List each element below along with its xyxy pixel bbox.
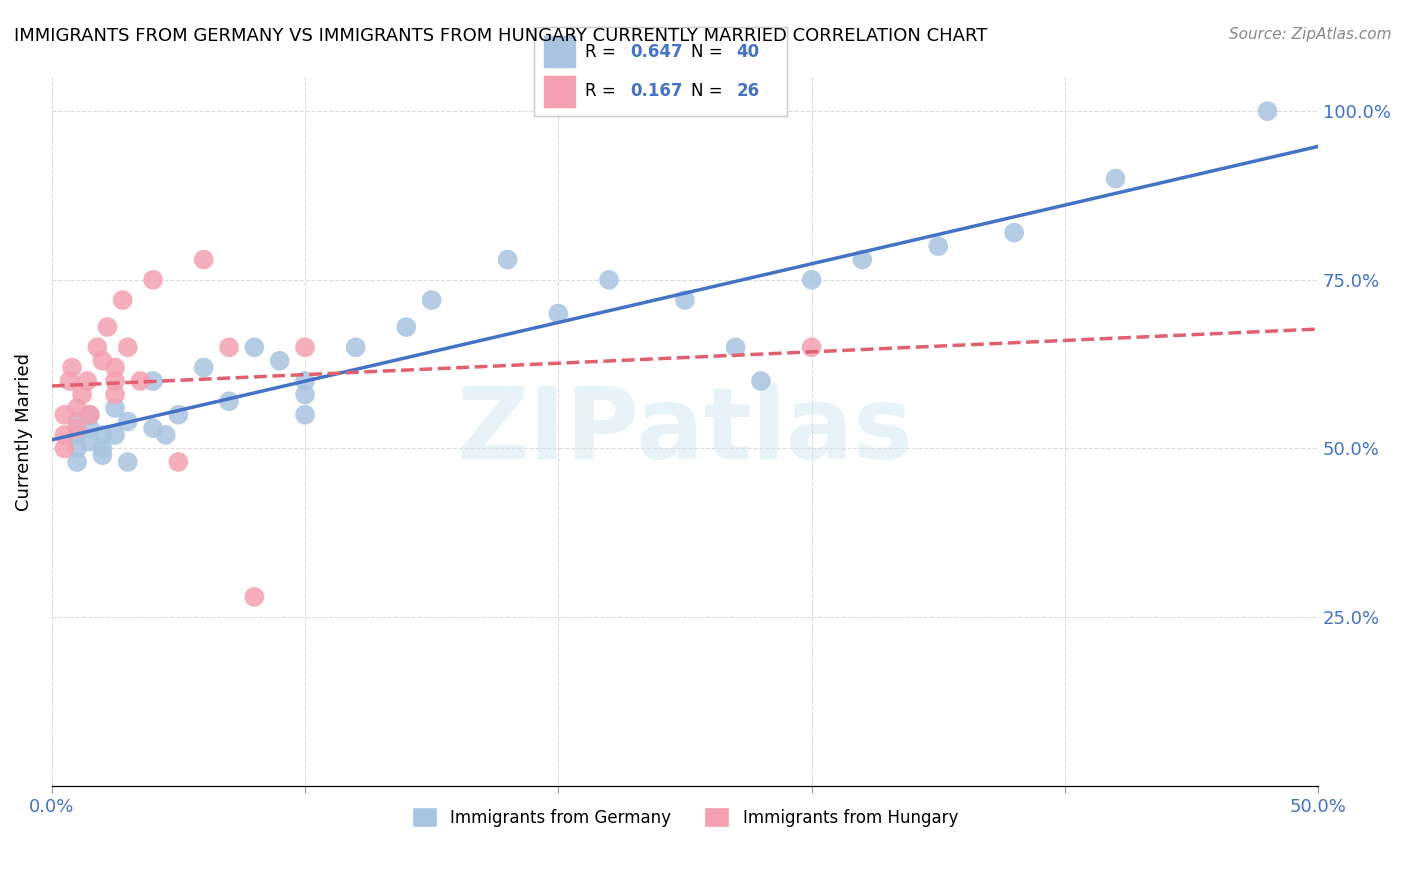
Point — [91, 448, 114, 462]
Point — [117, 415, 139, 429]
Point — [66, 415, 89, 429]
Point — [218, 394, 240, 409]
Text: R =: R = — [585, 82, 616, 100]
Point — [60, 360, 83, 375]
Point — [344, 340, 367, 354]
Text: N =: N = — [692, 43, 723, 61]
Point — [1104, 171, 1126, 186]
Point — [1002, 226, 1025, 240]
Point — [117, 340, 139, 354]
Point — [927, 239, 949, 253]
Legend: Immigrants from Germany, Immigrants from Hungary: Immigrants from Germany, Immigrants from… — [405, 800, 965, 834]
Bar — [544, 76, 575, 107]
Point — [218, 340, 240, 354]
Point — [58, 374, 80, 388]
Point — [167, 408, 190, 422]
Point — [104, 387, 127, 401]
Point — [76, 374, 98, 388]
Point — [53, 428, 76, 442]
Point — [66, 401, 89, 415]
Point — [104, 360, 127, 375]
Text: 26: 26 — [737, 82, 759, 100]
Point — [749, 374, 772, 388]
Point — [104, 401, 127, 415]
Point — [142, 273, 165, 287]
Point — [53, 408, 76, 422]
Point — [104, 374, 127, 388]
Point — [395, 320, 418, 334]
Point — [294, 387, 316, 401]
Point — [117, 455, 139, 469]
Point — [800, 340, 823, 354]
Point — [193, 252, 215, 267]
Point — [294, 374, 316, 388]
Point — [598, 273, 620, 287]
Point — [851, 252, 873, 267]
Point — [66, 421, 89, 435]
Point — [243, 340, 266, 354]
Point — [243, 590, 266, 604]
Point — [91, 353, 114, 368]
Text: 40: 40 — [737, 43, 759, 61]
Point — [79, 421, 101, 435]
Point — [104, 428, 127, 442]
Point — [91, 428, 114, 442]
Point — [673, 293, 696, 307]
Point — [142, 374, 165, 388]
Point — [79, 408, 101, 422]
Point — [79, 434, 101, 449]
Text: ZIPatlas: ZIPatlas — [457, 383, 914, 480]
Bar — [544, 36, 575, 67]
Point — [66, 442, 89, 456]
Point — [193, 360, 215, 375]
Point — [496, 252, 519, 267]
Text: Source: ZipAtlas.com: Source: ZipAtlas.com — [1229, 27, 1392, 42]
Point — [111, 293, 134, 307]
Point — [547, 307, 569, 321]
Point — [724, 340, 747, 354]
Point — [269, 353, 291, 368]
Point — [66, 455, 89, 469]
Point — [420, 293, 443, 307]
Text: N =: N = — [692, 82, 723, 100]
Text: 0.647: 0.647 — [630, 43, 683, 61]
Point — [294, 408, 316, 422]
Point — [79, 408, 101, 422]
Point — [96, 320, 118, 334]
Text: R =: R = — [585, 43, 616, 61]
Point — [167, 455, 190, 469]
Point — [142, 421, 165, 435]
Point — [53, 442, 76, 456]
Point — [70, 387, 93, 401]
Point — [66, 428, 89, 442]
Point — [91, 442, 114, 456]
Point — [129, 374, 152, 388]
Y-axis label: Currently Married: Currently Married — [15, 352, 32, 510]
Point — [155, 428, 177, 442]
Point — [86, 340, 108, 354]
Text: 0.167: 0.167 — [630, 82, 683, 100]
Point — [294, 340, 316, 354]
Point — [1256, 104, 1278, 119]
Point — [800, 273, 823, 287]
Text: IMMIGRANTS FROM GERMANY VS IMMIGRANTS FROM HUNGARY CURRENTLY MARRIED CORRELATION: IMMIGRANTS FROM GERMANY VS IMMIGRANTS FR… — [14, 27, 987, 45]
